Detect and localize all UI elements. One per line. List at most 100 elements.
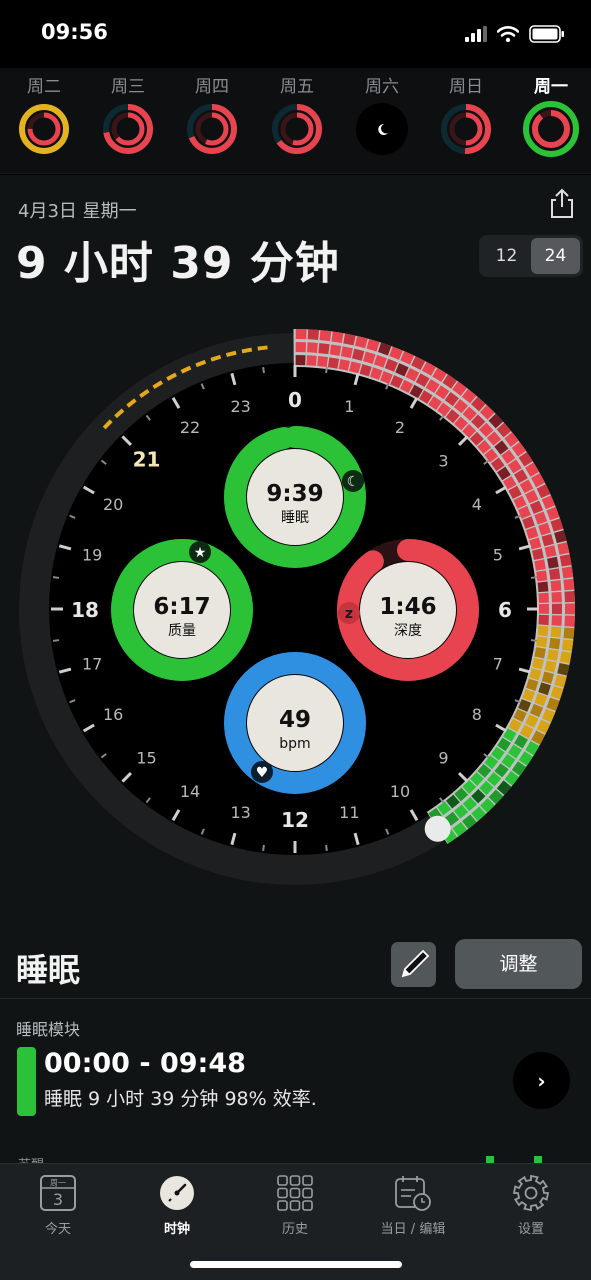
sleep-stage-cell: [501, 753, 516, 769]
day-sat[interactable]: 周六: [352, 74, 412, 156]
module-description: 睡眠 9 小时 39 分钟 98% 效率.: [44, 1088, 317, 1110]
half-hour-tick: [262, 844, 265, 852]
calendar-edit-icon: [395, 1176, 431, 1211]
adjust-button[interactable]: 调整: [455, 939, 582, 989]
sleep-stage-cell: [529, 537, 542, 550]
sleep-stage-cell: [563, 578, 575, 591]
hour-tick: [518, 667, 532, 674]
sleep-stage-cell: [487, 772, 502, 787]
sleep-stage-cell: [442, 374, 457, 389]
sleep-stage-cell: [534, 511, 548, 525]
day-fri[interactable]: 周五: [267, 74, 327, 156]
hour-label: 18: [71, 598, 99, 622]
day-label: 周日: [449, 77, 483, 97]
heart-gauge-label: bpm: [279, 736, 310, 752]
tab-day-edit[interactable]: 当日 / 编辑: [363, 1174, 463, 1237]
sleep-stage-cell: [559, 651, 572, 664]
sleep-stage-cell: [550, 626, 562, 638]
day-ring-icon: [441, 104, 491, 154]
sleep-stage-cell: [415, 373, 430, 388]
tab-clock[interactable]: 时钟: [127, 1174, 227, 1237]
half-hour-tick: [385, 383, 390, 390]
sleep-stage-cell: [497, 466, 511, 481]
sleep-stage-cell: [462, 796, 478, 812]
day-label: 周五: [280, 77, 314, 97]
hour-tick: [409, 809, 419, 822]
sleep-stage-cell: [462, 779, 477, 794]
hour-tick: [518, 544, 532, 551]
tab-history[interactable]: 历史: [245, 1174, 345, 1237]
sleep-stage-cell: [471, 396, 486, 412]
hour-tick: [457, 435, 469, 447]
format-24-option[interactable]: 24: [531, 238, 580, 274]
day-tue[interactable]: 周二: [14, 74, 74, 156]
hour-tick: [121, 771, 133, 783]
hour-label: 2: [395, 418, 405, 437]
sleep-stage-cell: [366, 338, 380, 352]
sleep-stage-cell: [541, 533, 554, 547]
sleep-stage-cell: [377, 342, 392, 356]
sleep-stage-cell: [557, 542, 570, 555]
battery-icon: [529, 25, 564, 43]
moon-icon: [342, 470, 364, 492]
tab-settings[interactable]: 设置: [481, 1174, 581, 1237]
day-label: 周四: [195, 77, 229, 97]
sleep-stage-cell: [469, 431, 484, 446]
zzz-icon-glyph: z: [345, 606, 353, 622]
sleep-stage-cell: [432, 367, 447, 383]
edit-button[interactable]: [391, 942, 436, 987]
day-sun[interactable]: 周日: [436, 74, 496, 156]
star-icon: [189, 541, 211, 563]
sleep-stage-cell: [462, 423, 477, 438]
sleep-stage-cell: [435, 385, 450, 400]
sleep-stage-cell: [411, 356, 426, 371]
sleep-stage-cell: [508, 485, 522, 500]
moon-icon-glyph: ☾: [347, 474, 360, 490]
hour-tick: [58, 544, 72, 551]
day-wed[interactable]: 周三: [98, 74, 158, 156]
tab-today[interactable]: 周一 3 今天: [8, 1174, 108, 1237]
day-label: 周六: [365, 77, 399, 97]
sleep-stage-cell: [477, 763, 492, 778]
hour-label: 1: [344, 397, 354, 416]
deep-gauge-label: 深度: [394, 623, 422, 639]
sleep-stage-cell: [537, 581, 549, 593]
quality-gauge-value: 6:17: [153, 594, 210, 620]
half-hour-tick: [514, 699, 521, 704]
format-12-option[interactable]: 12: [495, 246, 518, 266]
time-format-toggle: 12 24: [479, 235, 583, 277]
hour-label: 16: [103, 705, 123, 724]
half-hour-tick: [514, 514, 521, 519]
sleep-stage-cell: [409, 384, 424, 399]
calendar-icon: 周一 3: [40, 1175, 76, 1211]
tab-label: 设置: [517, 1222, 544, 1237]
sleep-stage-cell: [359, 364, 372, 377]
sleep-summary: 4月3日 星期一 9 小时 39 分钟 12 24: [0, 175, 591, 300]
sleep-stage-cell: [425, 379, 440, 393]
clock-dial[interactable]: 0 12345678910111213141516171819202122239:…: [0, 300, 591, 930]
sleep-clock: 0 1 2 3 4 5 6 7 8 9 10 11 12 13 14 15 16 17 18 19 20 21 22 23 9:…: [0, 300, 591, 930]
day-thu[interactable]: 周四: [182, 74, 242, 156]
clock-face: [49, 363, 541, 855]
hour-tick: [495, 485, 508, 495]
heart-icon-glyph: ♥: [256, 765, 269, 781]
sleep-stage-cell: [338, 359, 351, 371]
sleep-stage-cell: [519, 479, 534, 494]
sleep-stage-cell: [541, 671, 554, 684]
half-hour-tick: [145, 797, 151, 804]
hour-label: 13: [230, 803, 250, 822]
sleep-stage-cell: [390, 375, 404, 389]
half-hour-tick: [52, 639, 60, 642]
sleep-stage-cell: [522, 516, 535, 529]
sleep-stage-cell: [546, 506, 560, 521]
day-mon[interactable]: 周一: [521, 74, 581, 159]
module-label: 睡眠模块: [16, 1020, 81, 1039]
module-detail-button[interactable]: ›: [513, 1052, 570, 1109]
sleep-stage-cell: [559, 554, 572, 567]
sleep-stage-cell: [504, 771, 519, 786]
sleep-stage-cell: [480, 798, 495, 813]
share-icon[interactable]: [546, 187, 578, 219]
sleep-stage-cell: [462, 814, 477, 829]
hour-tick: [230, 372, 237, 386]
sleep-stage-cell: [536, 570, 548, 582]
